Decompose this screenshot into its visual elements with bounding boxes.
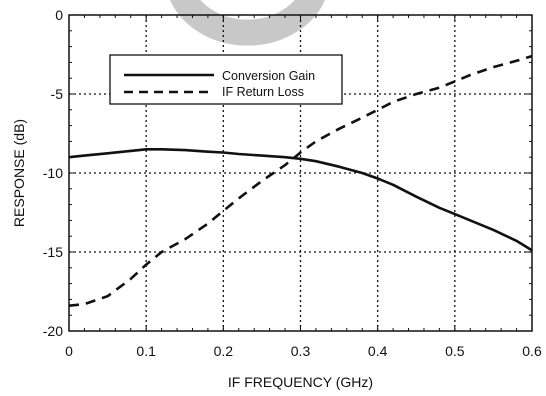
series-layer — [68, 54, 533, 307]
y-tick-label: -5 — [51, 86, 64, 102]
x-tick-label: 0 — [65, 343, 73, 359]
x-tick-label: 0.4 — [368, 343, 388, 359]
legend-box — [109, 54, 343, 105]
legend-label-if-return-loss: IF Return Loss — [222, 85, 304, 99]
y-tick-label: 0 — [55, 7, 63, 23]
series-line-if-return-loss — [68, 54, 533, 307]
x-tick-label: 0.2 — [214, 343, 234, 359]
tick-layer: 0 0.1 0.2 0.3 0.4 0.5 0.6 0 -5 -10 -15 -20 — [43, 7, 542, 359]
watermark-logo — [169, 0, 326, 46]
y-tick-label: -20 — [43, 323, 63, 339]
x-tick-label: 0.6 — [522, 343, 542, 359]
y-axis-title: RESPONSE (dB) — [11, 119, 27, 227]
y-tick-label: -15 — [43, 244, 63, 260]
y-tick-label: -10 — [43, 165, 63, 181]
x-tick-label: 0.1 — [136, 343, 156, 359]
x-axis-title: IF FREQUENCY (GHz) — [228, 374, 373, 390]
watermark-arc — [169, 0, 326, 46]
legend-label-conversion-gain: Conversion Gain — [222, 69, 315, 83]
x-tick-label: 0.3 — [291, 343, 311, 359]
series-line-conversion-gain — [68, 148, 533, 252]
x-tick-label: 0.5 — [445, 343, 465, 359]
legend: Conversion Gain IF Return Loss — [109, 54, 343, 105]
